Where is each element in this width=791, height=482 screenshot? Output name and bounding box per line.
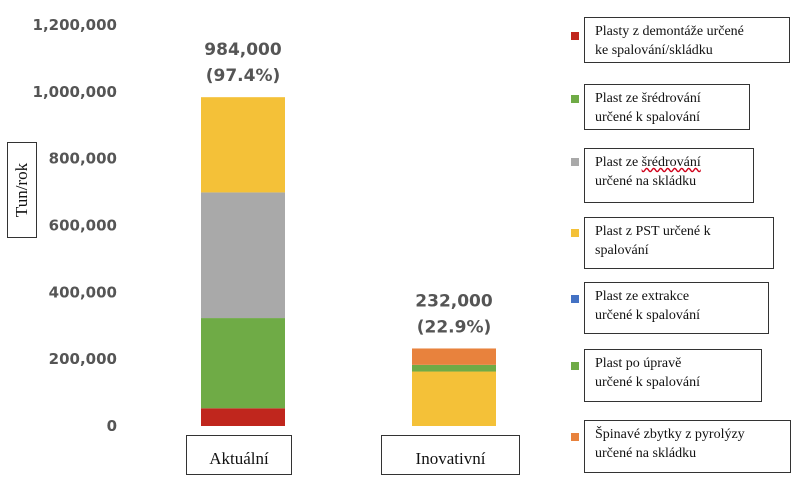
y-axis-ticks: 0 200,000 400,000 600,000 800,000 1,000,000 1,… <box>33 16 117 435</box>
y-tick-label: 1,200,000 <box>33 16 117 34</box>
total-label: 984,000 <box>204 40 282 60</box>
y-tick-label: 200,000 <box>49 350 117 368</box>
legend-line2: určené na skládku <box>595 446 697 461</box>
category-label-aktualni: Aktuální <box>186 435 292 475</box>
legend-line1: Plast z PST určené k <box>595 224 711 239</box>
y-tick-label: 0 <box>107 417 117 435</box>
legend-line1: Plasty z demontáže určené <box>595 24 744 39</box>
legend-item-2: Plast ze šrédrování určené na skládku <box>584 148 754 203</box>
y-tick-label: 400,000 <box>49 283 117 301</box>
spellcheck-word: šrédrování <box>641 155 701 170</box>
bar-segment-0-0 <box>201 408 285 426</box>
bar-segment-1-3 <box>412 371 496 426</box>
legend-item-6: Špinavé zbytky z pyrolýzy určené na sklá… <box>584 420 791 473</box>
bar-segment-1-5 <box>412 364 496 372</box>
legend-swatch-0 <box>571 32 579 40</box>
legend-line1: Plast ze šrédrování <box>595 91 701 106</box>
data-labels: 984,000 (97.4%) 232,000 (22.9%) <box>204 40 493 337</box>
legend-swatch-2 <box>571 158 579 166</box>
total-label: 232,000 <box>415 291 493 311</box>
legend-swatch-3 <box>571 229 579 237</box>
legend-line2: určené na skládku <box>595 174 697 189</box>
bar-segment-0-2 <box>201 192 285 319</box>
legend-line1: Plast po úpravě <box>595 356 682 371</box>
legend-line2: ke spalování/skládku <box>595 43 713 58</box>
legend-item-0: Plasty z demontáže určené ke spalování/s… <box>584 17 790 63</box>
legend-swatch-5 <box>571 362 579 370</box>
legend-item-5: Plast po úpravě určené k spalování <box>584 349 762 402</box>
legend-line1: Plast ze extrakce <box>595 289 690 304</box>
category-label-inovativni: Inovativní <box>381 435 520 475</box>
legend-item-3: Plast z PST určené k spalování <box>584 217 774 269</box>
y-tick-label: 1,000,000 <box>33 83 117 101</box>
legend-line2: určené k spalování <box>595 375 700 390</box>
y-tick-label: 800,000 <box>49 150 117 168</box>
legend-swatch-4 <box>571 295 579 303</box>
legend-line2: určené k spalování <box>595 308 700 323</box>
legend-line2: určené k spalování <box>595 110 700 125</box>
y-axis-label: Tun/rok <box>12 162 31 218</box>
bar-segment-1-6 <box>412 348 496 365</box>
legend-item-4: Plast ze extrakce určené k spalování <box>584 282 769 334</box>
legend-line2: spalování <box>595 243 649 258</box>
bars <box>201 97 496 426</box>
legend-swatch-1 <box>571 95 579 103</box>
percent-label: (97.4%) <box>206 66 281 86</box>
legend-swatch-6 <box>571 433 579 441</box>
legend-line1: Špinavé zbytky z pyrolýzy <box>595 427 745 442</box>
legend-item-1: Plast ze šrédrování určené k spalování <box>584 84 750 130</box>
y-axis-label-box: Tun/rok <box>7 142 37 238</box>
percent-label: (22.9%) <box>417 317 492 337</box>
bar-segment-0-1 <box>201 318 285 409</box>
bar-segment-0-3 <box>201 97 285 193</box>
y-tick-label: 600,000 <box>49 217 117 235</box>
legend-line1: Plast ze šrédrování <box>595 155 701 170</box>
